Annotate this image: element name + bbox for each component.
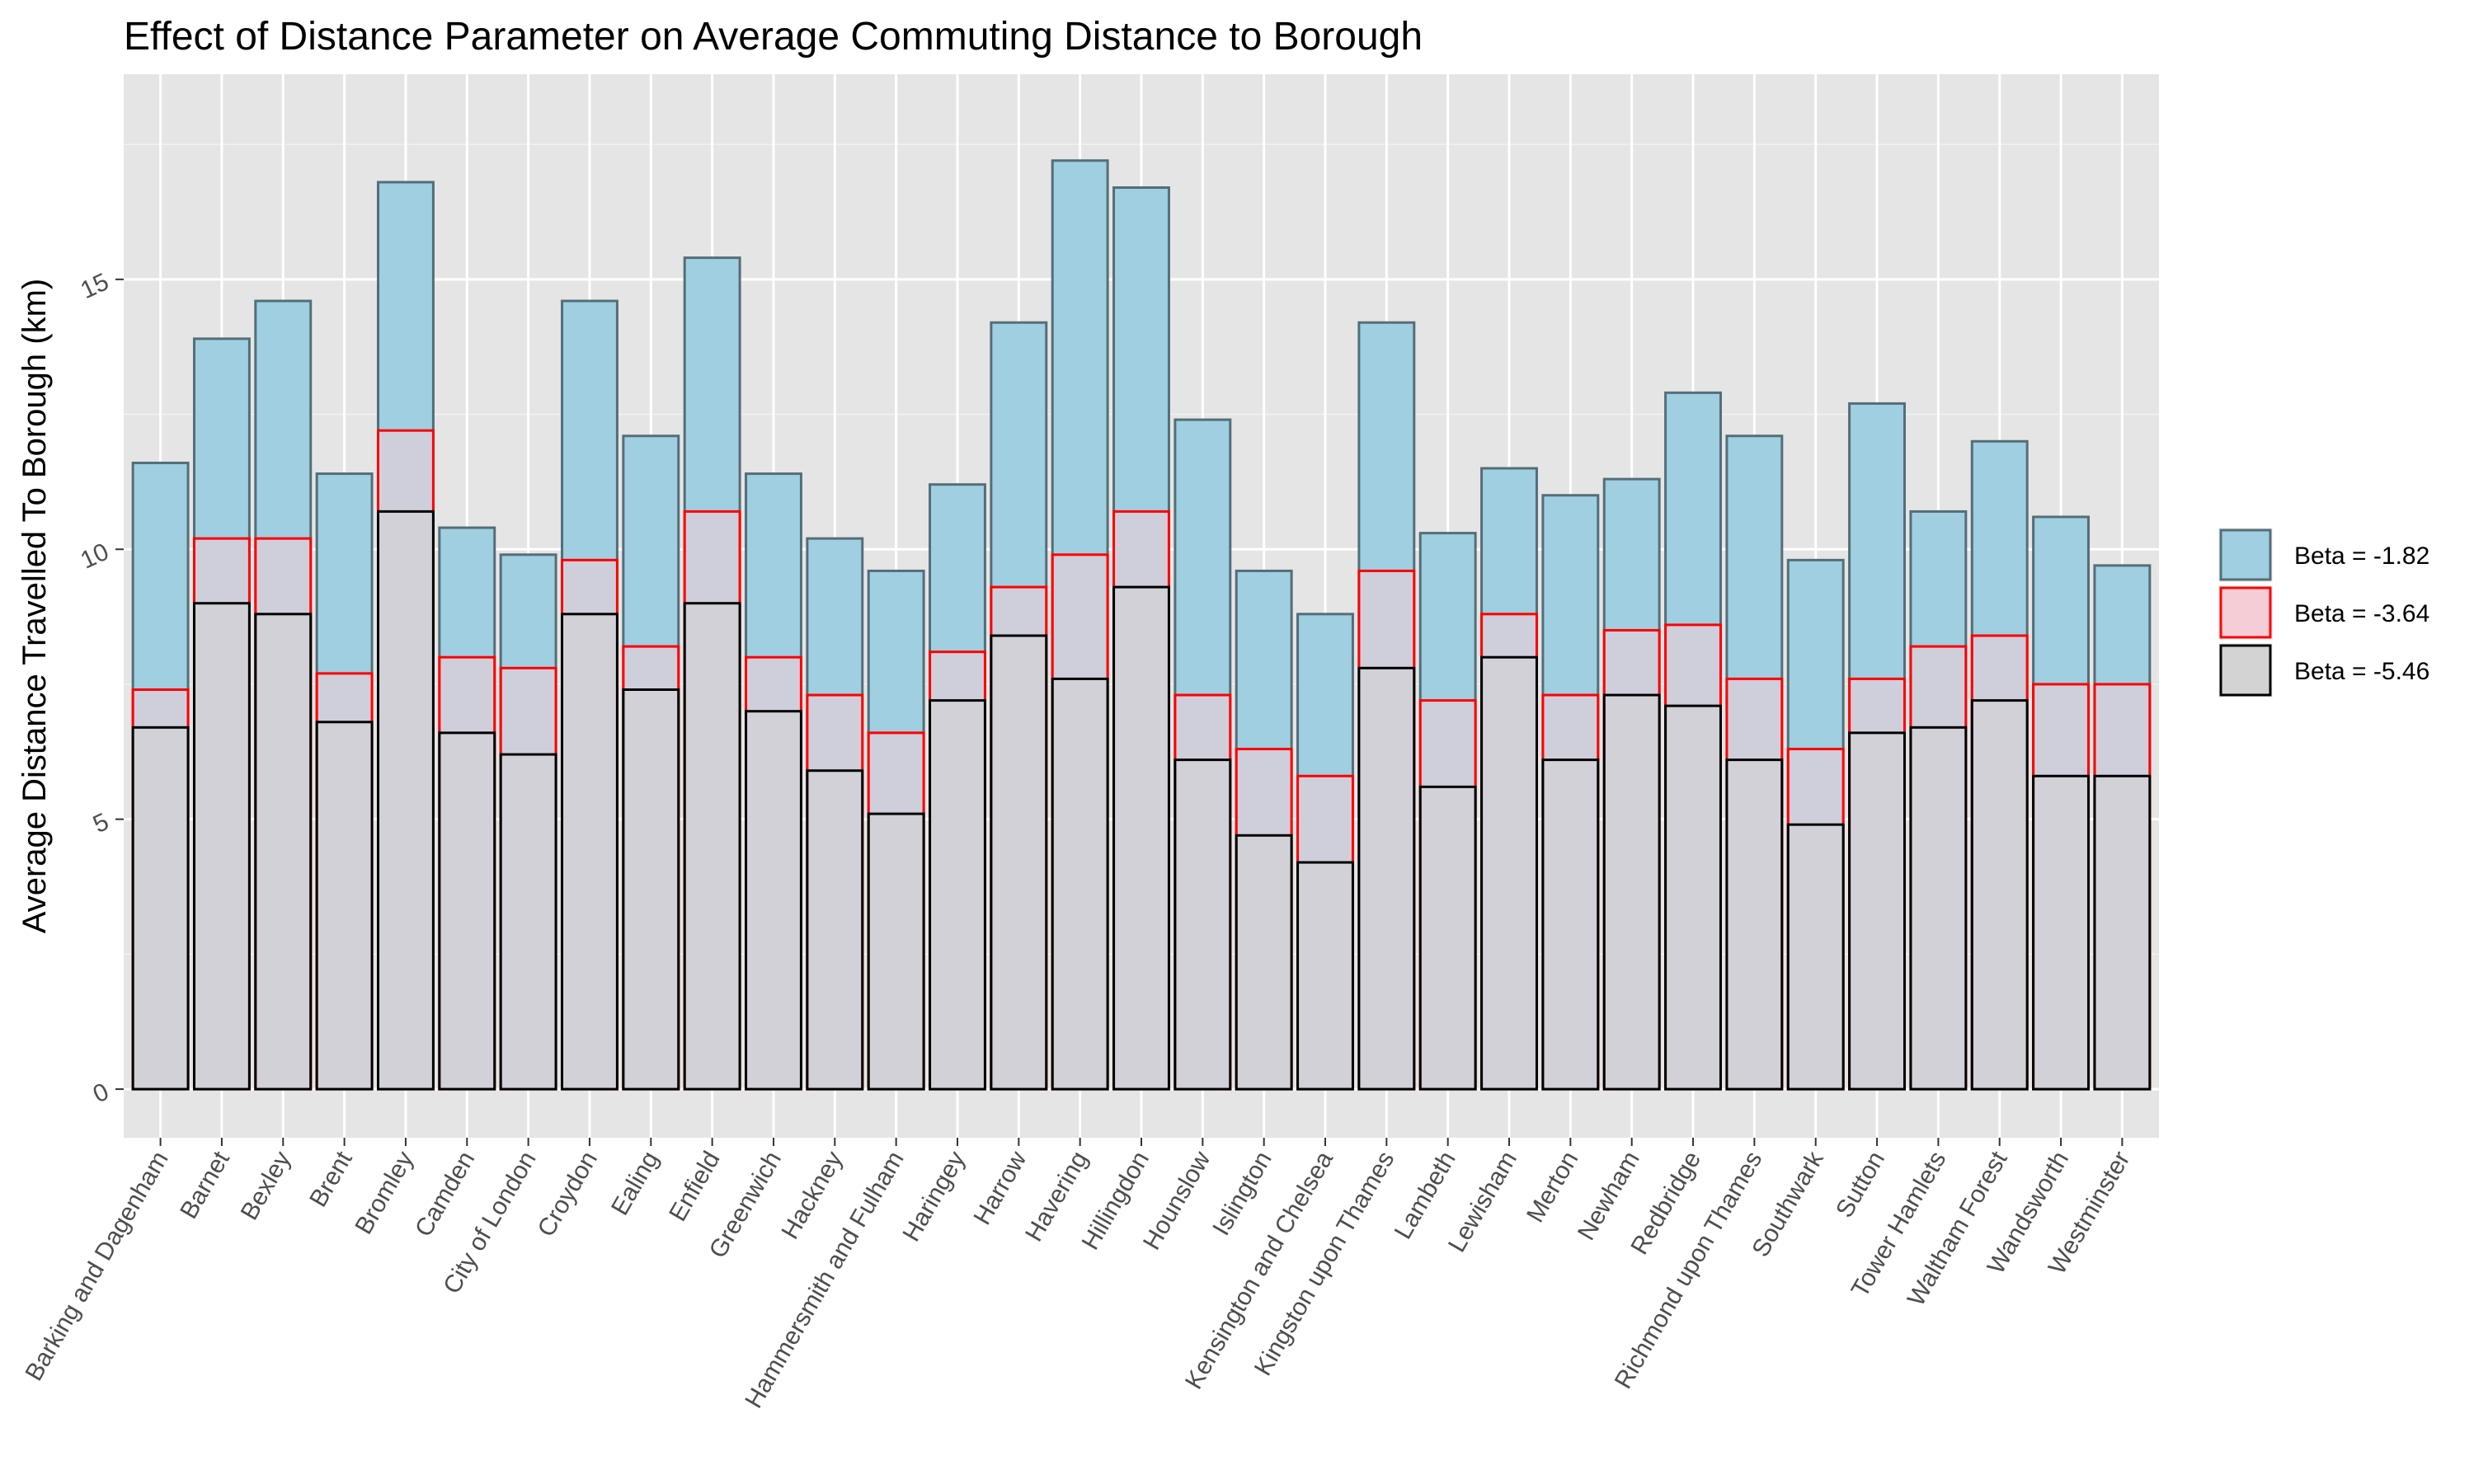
bar-series-3 xyxy=(806,769,864,1091)
bar-series-3 xyxy=(1970,699,2029,1091)
bar-series-3 xyxy=(1602,693,1661,1091)
bar-series-3 xyxy=(867,812,925,1091)
bar-series-3 xyxy=(1664,704,1722,1091)
legend: Beta = -1.82 Beta = -3.64 Beta = -5.46 xyxy=(2218,528,2429,697)
x-tick-label: Islington xyxy=(1207,1147,1277,1240)
bar-series-3 xyxy=(1848,731,1907,1091)
legend-swatch xyxy=(2219,586,2272,639)
bar-series-3 xyxy=(1909,726,1968,1091)
bar-series-3 xyxy=(377,510,435,1091)
x-tick-label: Harrow xyxy=(968,1147,1032,1230)
bar-series-3 xyxy=(2093,774,2152,1091)
bar-series-3 xyxy=(499,753,557,1091)
bar-series-3 xyxy=(438,731,496,1091)
bar-series-3 xyxy=(683,602,741,1091)
legend-swatch xyxy=(2219,528,2272,581)
bar-series-3 xyxy=(1112,585,1170,1091)
y-tick-label: 10 xyxy=(77,538,113,575)
y-tick-label: 0 xyxy=(89,1078,113,1109)
bar-series-3 xyxy=(192,602,251,1091)
bar-series-3 xyxy=(929,699,986,1091)
x-tick-label: Merton xyxy=(1522,1147,1583,1227)
y-tick-label: 5 xyxy=(89,808,113,838)
y-axis-label: Average Distance Travelled To Borough (k… xyxy=(16,279,53,933)
x-axis: Barking and Dagenham Barnet Bexley BrentBro… xyxy=(20,1138,2135,1413)
bar-series-3 xyxy=(1480,655,1538,1091)
bar-series-3 xyxy=(745,710,802,1091)
bar-series-3 xyxy=(1541,758,1600,1091)
bar-series-3 xyxy=(622,688,680,1091)
x-tick-label: Bromley xyxy=(350,1147,419,1239)
bar-series-3 xyxy=(1174,758,1232,1091)
bar-series-3 xyxy=(1725,758,1784,1091)
bar-series-3 xyxy=(254,613,313,1091)
bar-series-3 xyxy=(1786,823,1845,1091)
bar-series-3 xyxy=(990,634,1048,1091)
bar-series-3 xyxy=(2032,774,2091,1091)
x-tick-label: Ealing xyxy=(606,1147,664,1220)
x-tick-label: Bexley xyxy=(236,1147,297,1224)
bar-series-3 xyxy=(1235,834,1293,1091)
chart-title: Effect of Distance Parameter on Average … xyxy=(124,15,1423,59)
x-tick-label: Enfield xyxy=(664,1147,725,1226)
bars xyxy=(131,159,2152,1091)
bar-series-3 xyxy=(561,613,618,1091)
bar-series-3 xyxy=(1296,861,1354,1091)
bar-series-3 xyxy=(1357,666,1416,1091)
y-tick-label: 15 xyxy=(77,268,113,304)
x-tick-label: Barking and Dagenham xyxy=(20,1147,173,1385)
legend-label: Beta = -3.64 xyxy=(2294,600,2429,627)
y-axis: 0 5 10 15 xyxy=(77,268,124,1108)
x-tick-label: Sutton xyxy=(1831,1147,1890,1223)
legend-swatch xyxy=(2219,644,2272,697)
bar-series-3 xyxy=(131,726,190,1091)
bar-series-3 xyxy=(1051,677,1109,1091)
x-tick-label: Brent xyxy=(304,1146,358,1211)
bar-series-3 xyxy=(315,721,374,1091)
x-tick-label: Croydon xyxy=(533,1147,603,1242)
legend-label: Beta = -1.82 xyxy=(2294,542,2429,570)
x-tick-label: Camden xyxy=(410,1147,480,1242)
legend-label: Beta = -5.46 xyxy=(2294,658,2429,685)
bar-series-3 xyxy=(1418,785,1477,1091)
x-tick-label: Barnet xyxy=(175,1146,235,1223)
